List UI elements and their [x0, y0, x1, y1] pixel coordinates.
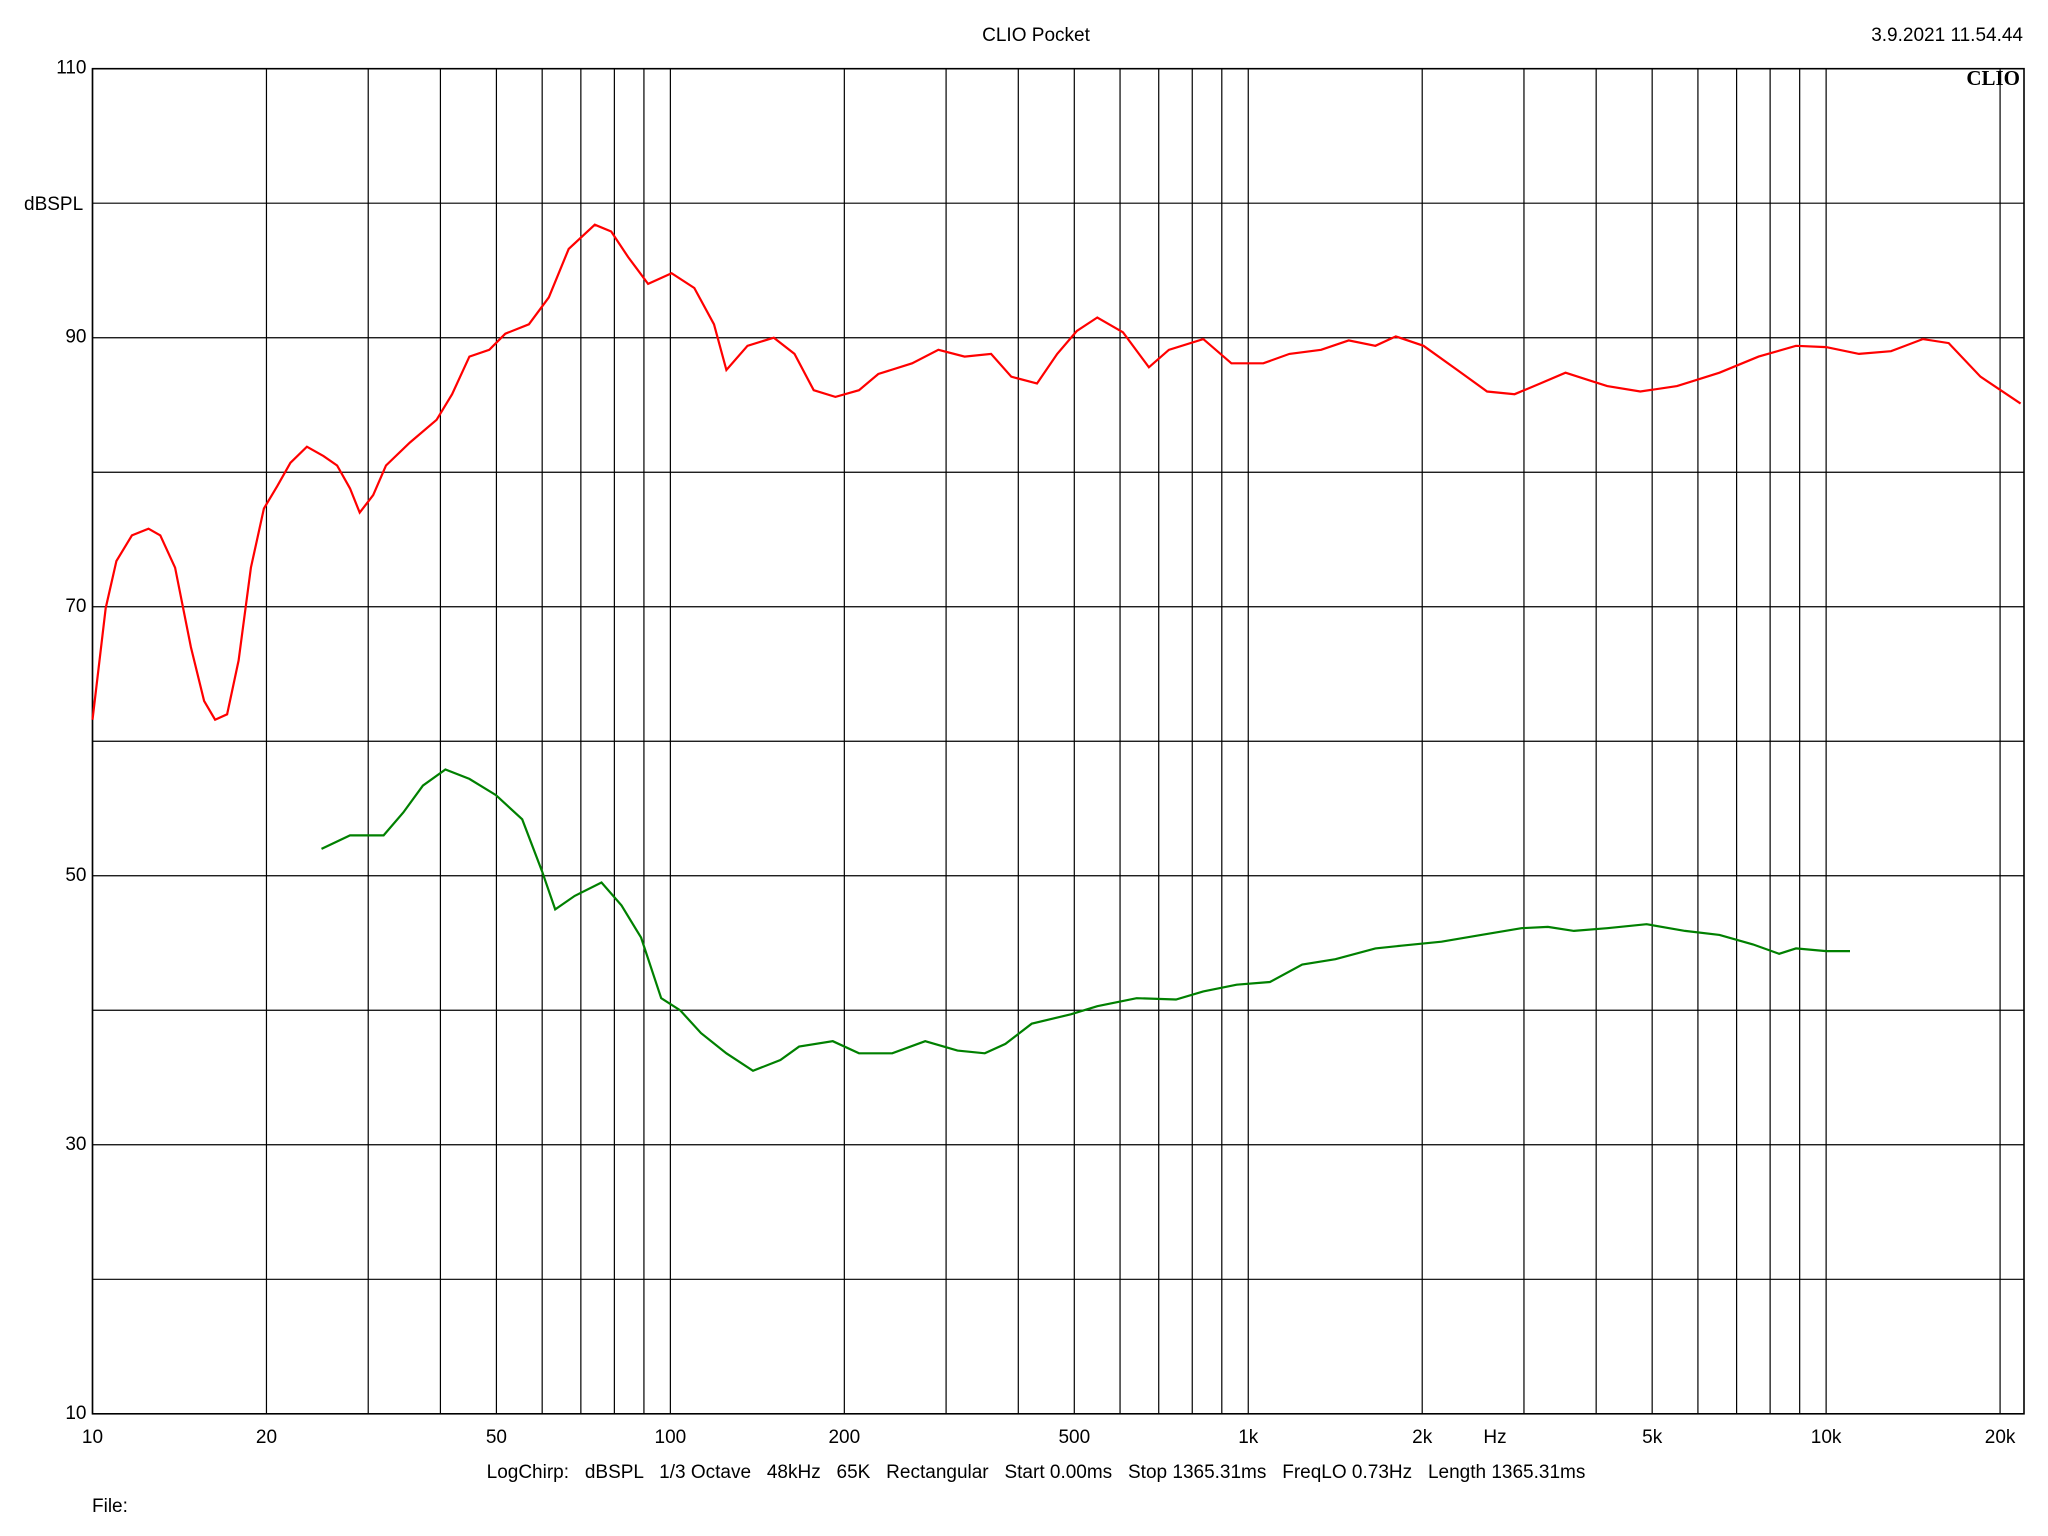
chart-title: CLIO Pocket	[982, 25, 1090, 46]
x-tick-label: 1k	[1238, 1427, 1259, 1448]
y-tick-label: 50	[65, 865, 86, 886]
timestamp: 3.9.2021 11.54.44	[1871, 25, 2023, 46]
y-tick-label: 90	[65, 327, 86, 348]
file-label: File:	[92, 1496, 128, 1517]
footer: LogChirp: dBSPL 1/3 Octave 48kHz 65K Rec…	[487, 1462, 1586, 1483]
y-tick-label: 30	[65, 1134, 86, 1155]
y-tick-label: 110	[56, 58, 86, 79]
brand: CLIO	[1966, 66, 2020, 90]
x-tick-label: 50	[486, 1427, 507, 1448]
y-tick-label: 70	[65, 596, 86, 617]
y-axis-label: dBSPL	[24, 194, 83, 215]
x-tick-label: 20k	[1985, 1427, 2016, 1448]
x-axis-label: Hz	[1483, 1427, 1506, 1448]
x-tick-label: 20	[256, 1427, 277, 1448]
data-line	[321, 768, 1850, 1073]
x-tick-label: 10k	[1811, 1427, 1842, 1448]
x-tick-label: 10	[82, 1427, 103, 1448]
x-tick-label: 100	[655, 1427, 687, 1448]
data-line	[91, 223, 2022, 722]
y-tick-label: 10	[65, 1403, 86, 1424]
x-tick-label: 2k	[1412, 1427, 1433, 1448]
x-tick-label: 5k	[1642, 1427, 1663, 1448]
plot-frame	[91, 67, 2025, 1415]
x-tick-label: 500	[1058, 1427, 1090, 1448]
x-tick-label: 200	[828, 1427, 860, 1448]
